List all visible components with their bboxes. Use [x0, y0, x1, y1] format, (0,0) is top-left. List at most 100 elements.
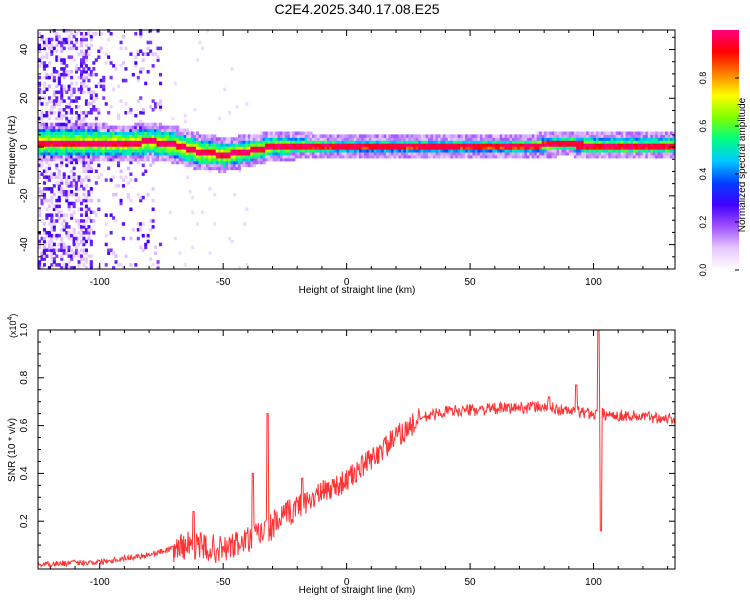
spectrogram-cell: [509, 146, 513, 150]
spectrogram-cell: [479, 146, 483, 150]
spectrogram-cell: [60, 257, 64, 261]
spectrogram-cell: [623, 146, 627, 150]
spectrogram-cell: [80, 125, 84, 130]
spectrogram-cell: [149, 228, 153, 232]
spectrogram-cell: [378, 143, 382, 147]
spectrogram-cell: [141, 52, 145, 56]
spectrogram-cell: [218, 160, 222, 165]
spectrogram-cell: [309, 149, 313, 153]
spectrogram-cell: [50, 125, 54, 130]
spectrogram-cell: [80, 134, 84, 138]
spectrogram-cell: [62, 151, 66, 156]
spectrogram-cell: [499, 154, 503, 159]
spectrogram-cell: [383, 154, 387, 159]
spectrogram-cell: [75, 128, 79, 133]
spectrogram-cell: [119, 201, 123, 206]
spectrogram-cell: [62, 146, 66, 150]
spectrogram-cell: [62, 70, 66, 74]
spectrogram-cell: [247, 160, 251, 165]
spectrogram-cell: [102, 154, 106, 159]
spectrogram-cell: [89, 108, 93, 112]
spectrogram-cell: [107, 140, 111, 144]
spectrogram-cell: [84, 204, 88, 209]
spectrogram-cell: [45, 175, 49, 179]
spectrogram-cell: [420, 146, 424, 150]
spectrogram-cell: [321, 134, 325, 138]
spectrogram-cell: [593, 149, 597, 153]
spectrogram-cell: [536, 140, 540, 144]
spectrogram-cell: [65, 146, 69, 150]
spectrogram-cell: [55, 84, 59, 89]
spectrogram-cell: [608, 131, 612, 136]
spectrogram-cell: [55, 32, 59, 36]
spectrogram-cell: [289, 146, 293, 150]
spectrogram-cell: [50, 236, 54, 241]
spectrogram-cell: [57, 216, 61, 220]
spectrogram-cell: [80, 52, 84, 56]
spectrogram-cell: [60, 248, 64, 253]
spectrogram-cell: [438, 146, 442, 150]
spectrogram-cell: [541, 154, 545, 159]
spectrogram-cell: [65, 157, 69, 162]
spectrogram-cell: [605, 137, 609, 141]
spectrogram-cell: [304, 137, 308, 141]
spectrogram-cell: [472, 154, 476, 159]
spectrogram-cell: [82, 257, 86, 261]
spectrogram-cell: [60, 254, 64, 258]
spectrogram-cell: [519, 146, 523, 150]
spectrogram-cell: [50, 72, 54, 77]
spectrogram-cell: [126, 154, 130, 159]
spectrogram-cell: [371, 134, 375, 138]
spectrogram-cell: [228, 143, 232, 147]
spectrogram-cell: [307, 137, 311, 141]
spectrogram-cell: [309, 137, 313, 141]
spectrogram-cell: [484, 146, 488, 150]
spectrogram-cell: [117, 113, 121, 118]
spectrogram-cell: [512, 154, 516, 159]
spectrogram-cell: [351, 143, 355, 147]
spectrogram-cell: [67, 204, 71, 209]
spectrogram-cell: [168, 125, 172, 130]
spectrogram-cell: [339, 137, 343, 141]
spectrogram-cell: [465, 137, 469, 141]
spectrogram-cell: [618, 134, 622, 138]
spectrogram-cell: [304, 134, 308, 138]
spectrogram-cell: [47, 178, 51, 182]
spectrogram-cell: [326, 151, 330, 156]
spectrogram-cell: [618, 137, 622, 141]
spectrogram-cell: [321, 146, 325, 150]
spectrogram-cell: [70, 213, 74, 217]
spectrogram-cell: [161, 146, 165, 150]
spectrogram-cell: [141, 128, 145, 133]
spectrogram-cell: [265, 157, 269, 162]
spectrogram-cell: [139, 122, 143, 127]
x-tick-label: 100: [585, 277, 602, 288]
spectrogram-cell: [65, 116, 69, 121]
spectrogram-cell: [294, 151, 298, 156]
spectrogram-cell: [82, 146, 86, 150]
spectrogram-cell: [635, 137, 639, 141]
spectrogram-cell: [99, 172, 103, 176]
spectrogram-cell: [60, 192, 64, 197]
spectrogram-cell: [499, 140, 503, 144]
spectrogram-cell: [546, 146, 550, 150]
spectrogram-cell: [282, 154, 286, 159]
spectrogram-cell: [67, 122, 71, 127]
spectrogram-cell: [551, 149, 555, 153]
spectrogram-cell: [413, 143, 417, 147]
spectrogram-cell: [183, 263, 187, 267]
spectrogram-cell: [129, 178, 133, 182]
spectrogram-cell: [657, 137, 661, 141]
spectrogram-cell: [324, 154, 328, 159]
spectrogram-cell: [262, 151, 266, 156]
spectrogram-cell: [225, 166, 229, 171]
spectrogram-cell: [247, 137, 251, 141]
spectrogram-cell: [119, 46, 123, 51]
spectrogram-cell: [186, 140, 190, 144]
spectrogram-cell: [124, 254, 128, 258]
spectrogram-cell: [141, 163, 145, 168]
x-tick-label: -50: [216, 277, 231, 288]
spectrogram-cell: [213, 146, 217, 150]
spectrogram-cell: [67, 72, 71, 77]
spectrogram-cell: [52, 105, 56, 109]
